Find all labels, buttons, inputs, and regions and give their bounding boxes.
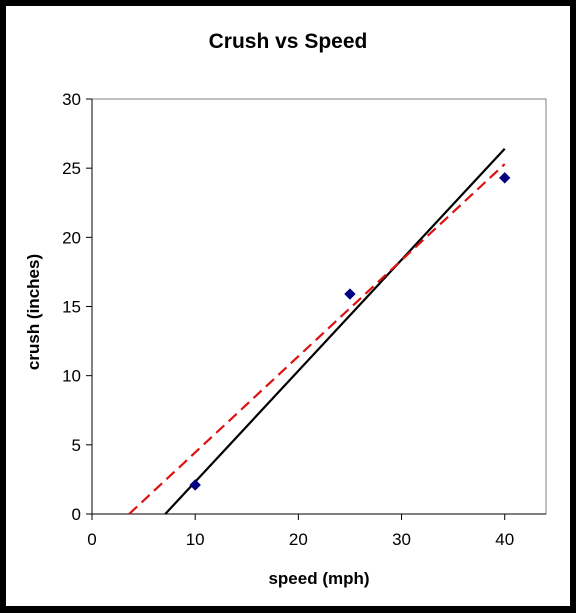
y-tick-label: 0: [72, 505, 81, 524]
chart-frame: Crush vs Speed 0 5 10 15 20 25 30 0 10 20 30 40 spe…: [6, 6, 570, 606]
y-tick-label: 10: [62, 367, 81, 386]
x-tick-label: 30: [392, 530, 411, 549]
axis-ticks: 0 5 10 15 20 25 30 0 10 20 30 40: [62, 90, 546, 549]
chart-canvas: Crush vs Speed 0 5 10 15 20 25 30 0 10 20 30 40 spe…: [24, 30, 547, 588]
chart-title: Crush vs Speed: [209, 30, 368, 53]
data-points: [189, 172, 511, 491]
y-tick-label: 20: [62, 228, 81, 247]
x-tick-label: 10: [186, 530, 205, 549]
x-tick-label: 40: [495, 530, 514, 549]
data-point-marker: [344, 288, 356, 300]
y-tick-label: 15: [62, 298, 81, 317]
y-tick-label: 25: [62, 159, 81, 178]
x-tick-label: 20: [289, 530, 308, 549]
x-axis-title: speed (mph): [268, 569, 369, 588]
plot-area: [91, 98, 547, 515]
data-point-marker: [499, 172, 511, 184]
x-tick-label: 0: [87, 530, 96, 549]
y-tick-label: 30: [62, 90, 81, 109]
dashed-fit-line: [128, 163, 506, 515]
series-lines: [128, 148, 506, 515]
y-tick-label: 5: [72, 436, 81, 455]
data-point-marker: [189, 479, 201, 491]
y-axis-title: crush (inches): [24, 254, 43, 370]
solid-fit-line: [164, 148, 506, 515]
